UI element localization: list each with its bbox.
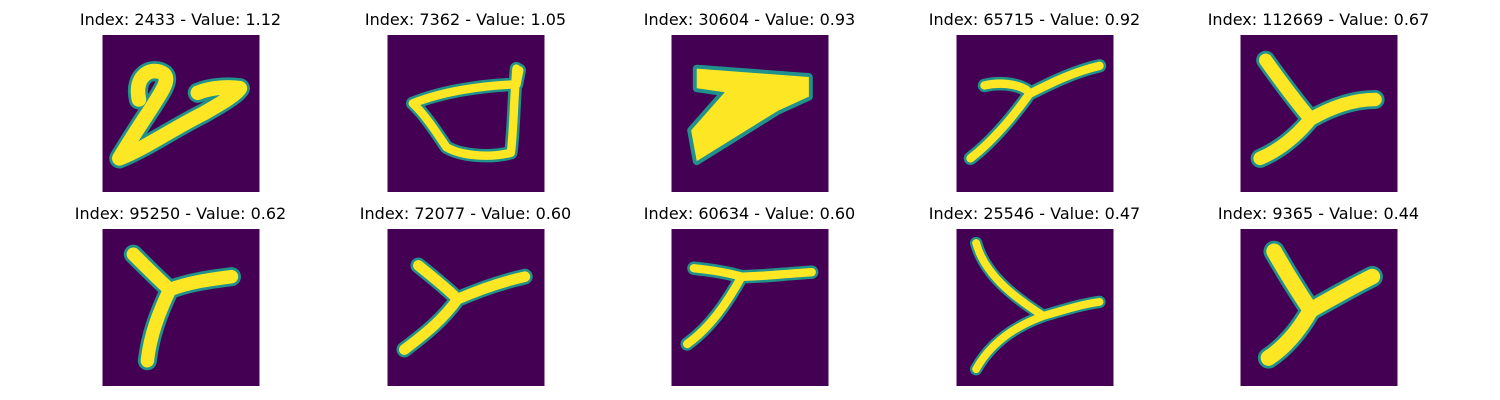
panel-3: Index: 30604 - Value: 0.93 [607,10,892,200]
panel-title: Index: 72077 - Value: 0.60 [359,204,572,223]
panel-2: Index: 7362 - Value: 1.05 [323,10,608,200]
panel-title: Index: 112669 - Value: 0.67 [1207,10,1430,29]
digit-image [671,229,829,386]
digit-image [387,35,545,192]
panel-7: Index: 72077 - Value: 0.60 [323,204,608,394]
panel-4: Index: 65715 - Value: 0.92 [892,10,1177,200]
panel-5: Index: 112669 - Value: 0.67 [1176,10,1461,200]
panel-1: Index: 2433 - Value: 1.12 [38,10,323,200]
digit-image [102,35,260,192]
digit-image [1240,229,1398,386]
panel-8: Index: 60634 - Value: 0.60 [607,204,892,394]
panel-10: Index: 9365 - Value: 0.44 [1176,204,1461,394]
panel-title: Index: 95250 - Value: 0.62 [74,204,287,223]
panel-9: Index: 25546 - Value: 0.47 [892,204,1177,394]
panel-title: Index: 9365 - Value: 0.44 [1217,204,1420,223]
digit-image [102,229,260,386]
panel-title: Index: 65715 - Value: 0.92 [928,10,1141,29]
panel-title: Index: 7362 - Value: 1.05 [364,10,567,29]
digit-image [671,35,829,192]
panel-title: Index: 25546 - Value: 0.47 [928,204,1141,223]
digit-image [1240,35,1398,192]
digit-image [956,229,1114,386]
digit-image [387,229,545,386]
panel-6: Index: 95250 - Value: 0.62 [38,204,323,394]
panel-title: Index: 30604 - Value: 0.93 [643,10,856,29]
panel-title: Index: 2433 - Value: 1.12 [79,10,282,29]
panel-title: Index: 60634 - Value: 0.60 [643,204,856,223]
digit-image [956,35,1114,192]
